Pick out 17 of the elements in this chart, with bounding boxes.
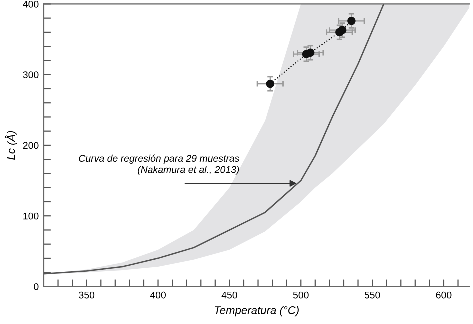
x-tick-label: 450 [222,292,238,299]
x-tick-label: 550 [364,292,380,299]
y-tick-label: 400 [23,0,39,8]
y-tick-label: 300 [23,72,39,78]
y-tick-label: 200 [23,142,39,150]
y-tick-label: 0 [34,283,39,290]
point [266,80,275,88]
x-tick-label: 500 [293,292,309,299]
y-axis-title: Lc (Å) [5,131,18,160]
annotation: Curva de regresión para 29 muestras (Nakamura et al., 2013) [79,154,240,176]
x-tick-label: 600 [436,292,452,299]
x-axis-title: Temperatura (°C) [215,306,299,317]
x-tick-label: 400 [150,292,166,299]
point [348,16,356,26]
y-tick-label: 100 [24,212,39,220]
point [306,48,315,58]
x-tick-label: 350 [79,292,95,299]
